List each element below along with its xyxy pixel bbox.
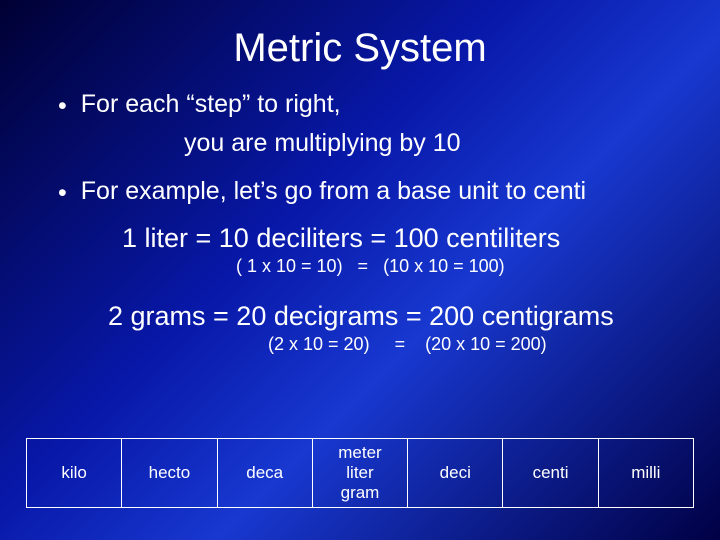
example-2-main: 2 grams = 20 decigrams = 200 centigrams [58,301,680,332]
bullet-1-line2: you are multiplying by 10 [58,128,680,159]
prefix-cell-milli: milli [599,439,693,507]
base-unit-meter: meter [338,443,381,463]
example-1-sub: ( 1 x 10 = 10) = (10 x 10 = 100) [58,256,680,277]
base-unit-liter: liter [346,463,373,483]
bullet-2: • For example, let’s go from a base unit… [58,176,680,209]
prefix-cell-deca: deca [218,439,313,507]
prefix-table: kilo hecto deca meter liter gram deci ce… [26,438,694,508]
bullet-1-line1: For each “step” to right, [81,89,680,120]
prefix-cell-base: meter liter gram [313,439,408,507]
base-unit-gram: gram [341,483,380,503]
example-1-main: 1 liter = 10 deciliters = 100 centiliter… [58,223,680,254]
bullet-2-text: For example, let’s go from a base unit t… [81,176,680,207]
prefix-cell-hecto: hecto [122,439,217,507]
bullet-dot: • [58,91,67,122]
bullet-dot: • [58,178,67,209]
prefix-cell-centi: centi [503,439,598,507]
slide-body: • For each “step” to right, you are mult… [0,89,720,355]
slide-title: Metric System [0,0,720,89]
example-2-sub: (2 x 10 = 20) = (20 x 10 = 200) [58,334,680,355]
prefix-cell-kilo: kilo [27,439,122,507]
prefix-cell-deci: deci [408,439,503,507]
bullet-1: • For each “step” to right, [58,89,680,122]
